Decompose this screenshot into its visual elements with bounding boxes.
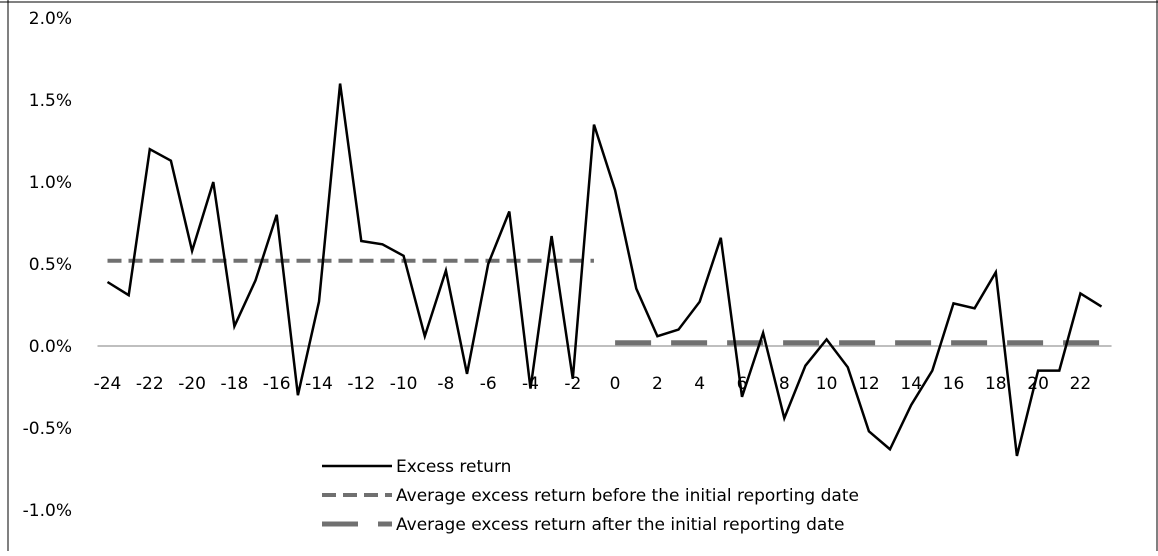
x-tick-label: -10 [390,374,418,394]
x-tick-label: -18 [221,374,249,394]
x-tick-label: 18 [985,374,1007,394]
x-tick-label: -24 [94,374,122,394]
x-tick-label: 0 [610,374,621,394]
x-tick-label: 4 [694,374,705,394]
y-axis-ticks: 2.0% 1.5% 1.0% 0.5% 0.0% -0.5% -1.0% [23,9,72,521]
legend-average-after-label: Average excess return after the initial … [396,515,844,535]
excess-return-line [106,83,1103,457]
x-tick-label: 20 [1027,374,1049,394]
x-tick-label: 22 [1070,374,1092,394]
x-tick-label: 6 [737,374,748,394]
x-tick-label: -8 [437,374,454,394]
legend: Excess return Average excess return befor… [322,457,859,535]
series-layer [106,83,1103,457]
x-tick-label: -16 [263,374,291,394]
legend-average-before-label: Average excess return before the initial… [396,486,859,506]
x-tick-label: -14 [305,374,333,394]
x-tick-label: 8 [779,374,790,394]
y-tick-label: 1.5% [29,91,72,111]
legend-excess-return-label: Excess return [396,457,511,477]
y-tick-label: 0.5% [29,255,72,275]
y-tick-label: 1.0% [29,173,72,193]
y-tick-label: 2.0% [29,9,72,29]
y-tick-label: 0.0% [29,337,72,357]
x-tick-label: 2 [652,374,663,394]
x-tick-label: -20 [178,374,206,394]
x-tick-label: 12 [858,374,880,394]
x-tick-label: 14 [900,374,922,394]
x-tick-label: 10 [816,374,838,394]
x-tick-label: 16 [943,374,965,394]
x-tick-label: -12 [347,374,375,394]
x-tick-label: -22 [136,374,164,394]
y-tick-label: -1.0% [23,501,72,521]
y-tick-label: -0.5% [23,419,72,439]
x-tick-label: -6 [480,374,497,394]
x-axis-ticks: -24 -22 -20 -18 -16 -14 -12 -10 -8 -6 -4 -2 0 2 4 6 8 10 1… [94,374,1092,394]
x-tick-label: -2 [564,374,581,394]
